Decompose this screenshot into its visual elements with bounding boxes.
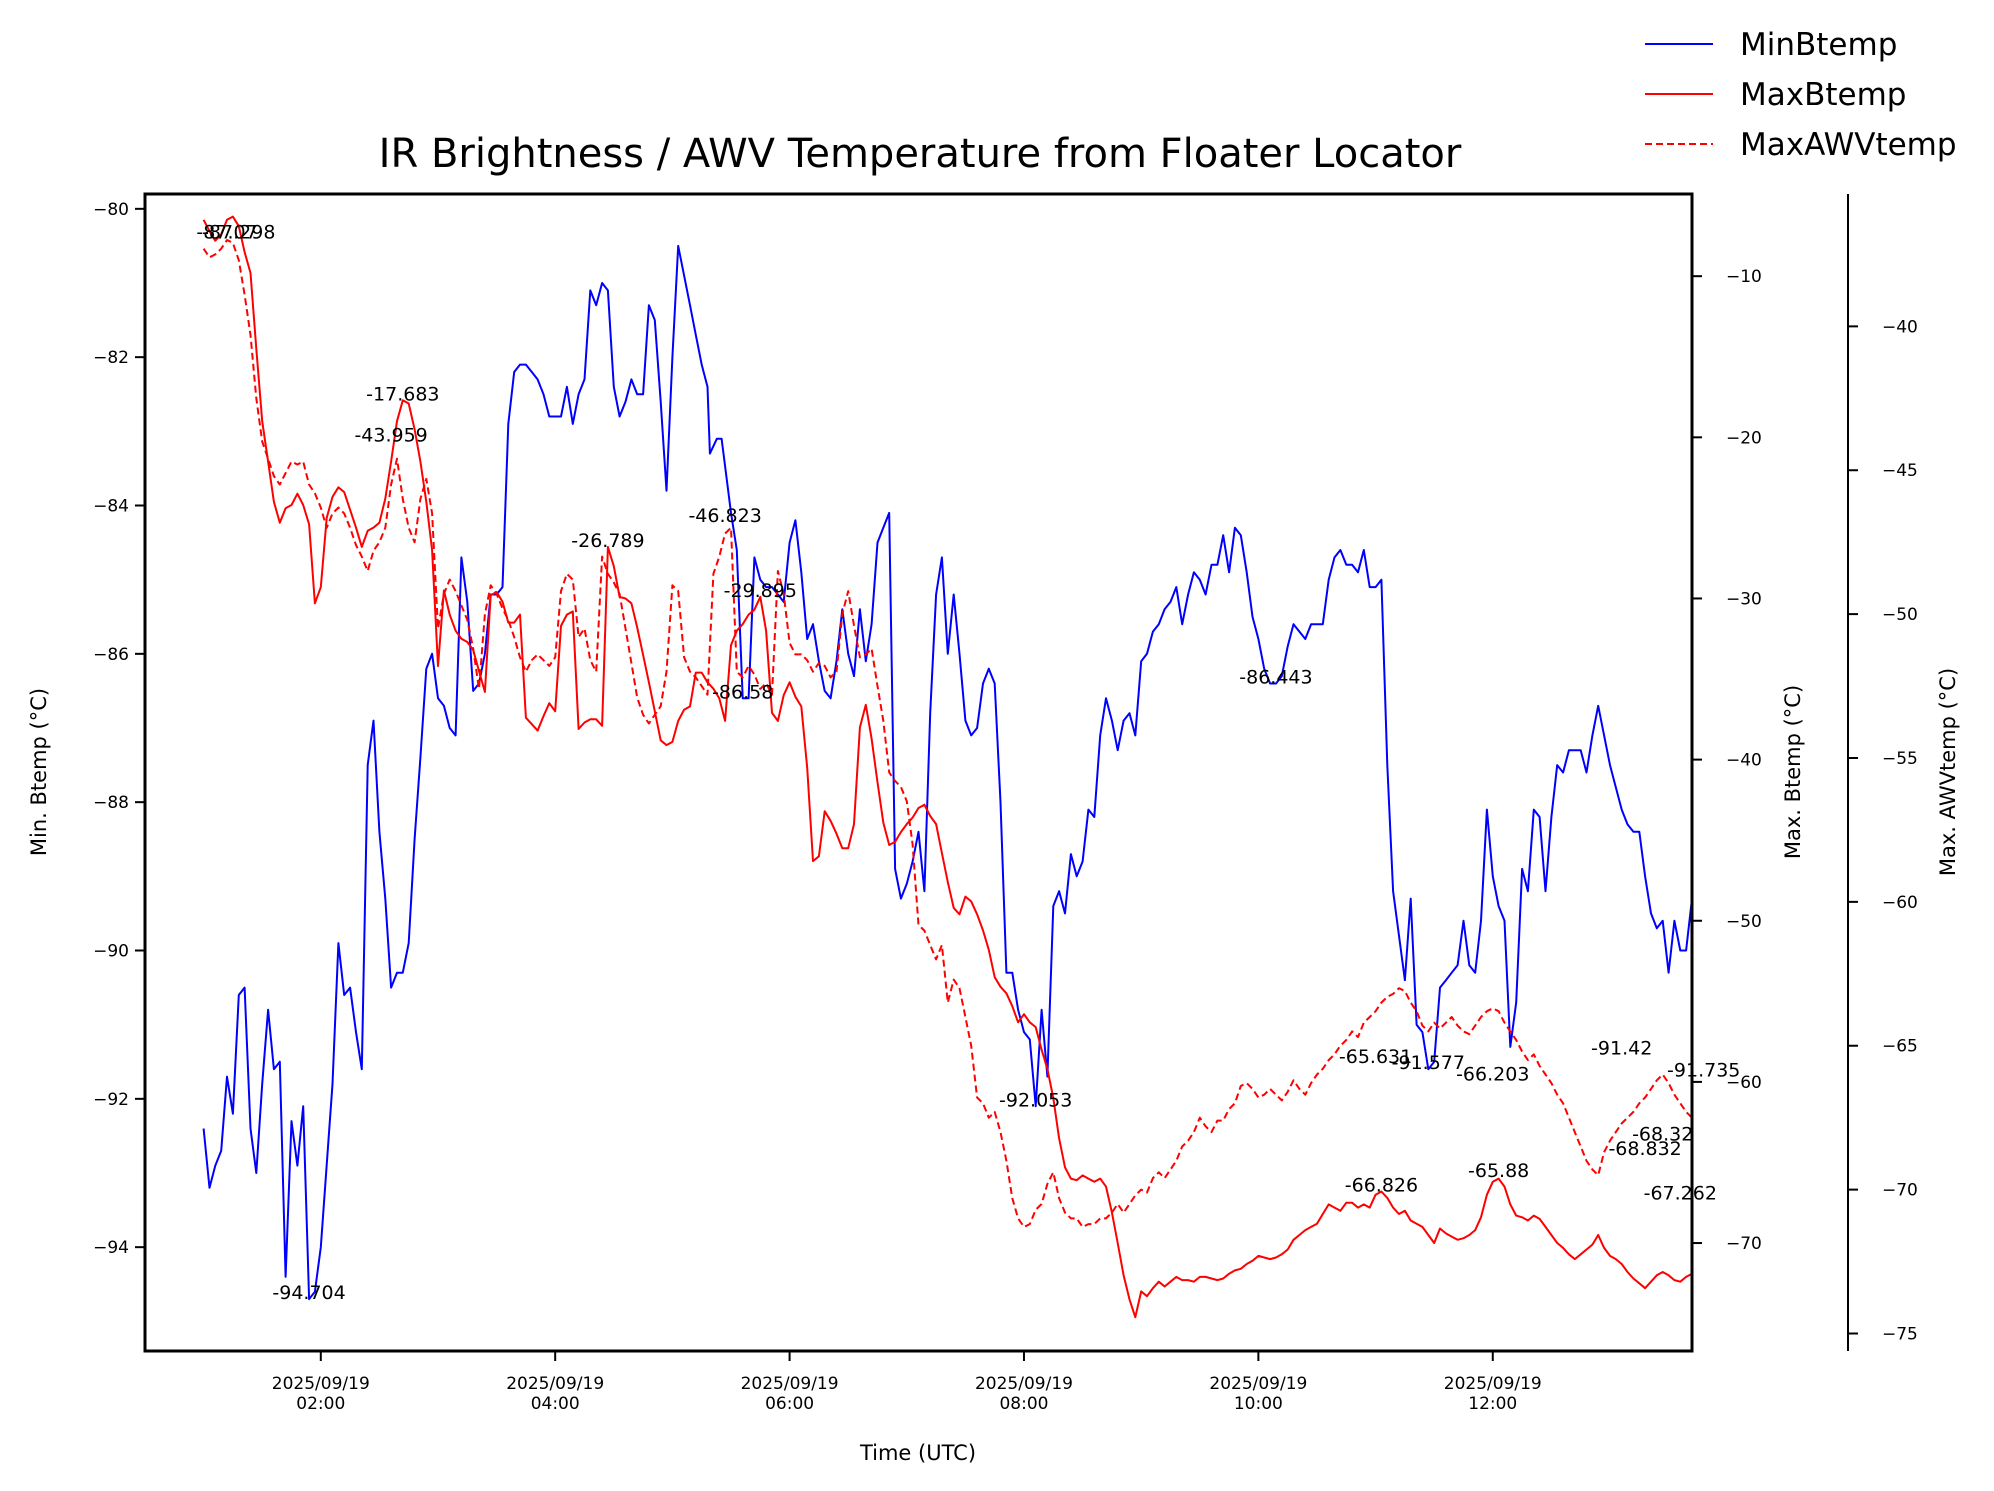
x-tick-label-date: 2025/09/19 xyxy=(1444,1374,1542,1394)
x-tick-label-time: 06:00 xyxy=(765,1394,814,1414)
x-axis: 2025/09/1902:002025/09/1904:002025/09/19… xyxy=(272,1351,1542,1414)
data-annotation: -87.07 xyxy=(196,222,257,244)
y-left-tick-label: −92 xyxy=(93,1090,129,1110)
x-tick-label-time: 12:00 xyxy=(1468,1394,1517,1414)
data-annotation: -66.203 xyxy=(1456,1063,1529,1085)
data-annotation: -94.704 xyxy=(272,1282,345,1304)
y-axis-right-maxbtemp: −10 −20 −30 −40 −50 −60 −70 xyxy=(1692,267,1762,1254)
data-annotation: -87.298 xyxy=(202,222,275,244)
x-axis-label: Time (UTC) xyxy=(859,1441,976,1465)
data-annotation: -43.959 xyxy=(354,424,427,446)
data-annotation: -91.42 xyxy=(1591,1037,1652,1059)
x-tick-label-date: 2025/09/19 xyxy=(741,1374,839,1394)
data-annotation: -91.577 xyxy=(1392,1052,1465,1074)
x-tick-label-time: 04:00 xyxy=(531,1394,580,1414)
y-left-tick-label: −90 xyxy=(93,942,129,962)
x-tick-label-date: 2025/09/19 xyxy=(506,1374,604,1394)
data-annotation: -91.735 xyxy=(1667,1060,1740,1082)
y-right1-tick-label: −20 xyxy=(1726,428,1762,448)
data-annotation: -86.443 xyxy=(1239,667,1312,689)
legend-label-maxbtemp: MaxBtemp xyxy=(1740,77,1906,113)
annotation-layer: -87.07-87.298 -17.683 -43.959 -26.789 -46.82… xyxy=(196,222,1740,1305)
x-tick-label-date: 2025/09/19 xyxy=(1209,1374,1307,1394)
plot-frame xyxy=(143,192,1694,1353)
y-right1-tick-label: −70 xyxy=(1726,1234,1762,1254)
chart-title: IR Brightness / AWV Temperature from Flo… xyxy=(379,131,1462,177)
data-annotation: -92.053 xyxy=(999,1089,1072,1111)
y-axis-right-maxbtemp-label: Max. Btemp (°C) xyxy=(1781,685,1805,859)
y-axis-right-maxawvtemp-label: Max. AWVtemp (°C) xyxy=(1936,668,1960,876)
y-right2-tick-label: −60 xyxy=(1882,893,1918,913)
data-annotation: -46.823 xyxy=(688,505,761,527)
y-right2-tick-label: −45 xyxy=(1882,461,1918,481)
x-tick-label-date: 2025/09/19 xyxy=(272,1374,370,1394)
y-left-tick-label: −88 xyxy=(93,793,129,813)
data-annotation: -29.895 xyxy=(724,580,797,602)
y-right2-tick-label: −75 xyxy=(1882,1324,1918,1344)
y-right2-tick-label: −55 xyxy=(1882,749,1918,769)
y-right1-tick-label: −30 xyxy=(1726,589,1762,609)
data-annotation: -68.832 xyxy=(1608,1138,1681,1160)
data-annotation: -86.58 xyxy=(712,681,773,703)
y-right1-tick-label: −10 xyxy=(1726,267,1762,287)
y-right2-tick-label: −70 xyxy=(1882,1181,1918,1201)
series-line-maxawvtemp xyxy=(202,239,1693,1228)
y-right1-tick-label: −60 xyxy=(1726,1073,1762,1093)
legend: MinBtemp MaxBtemp MaxAWVtemp xyxy=(1645,27,1957,163)
y-left-tick-label: −84 xyxy=(93,497,129,517)
series-layer xyxy=(202,215,1693,1319)
series-line-minbtemp xyxy=(202,244,1693,1301)
y-right2-tick-label: −50 xyxy=(1882,605,1918,625)
y-axis-right-maxawvtemp: −40 −45 −50 −55 −60 −65 −70 −75 xyxy=(1847,194,1918,1351)
y-left-tick-label: −86 xyxy=(93,645,129,665)
legend-label-minbtemp: MinBtemp xyxy=(1740,27,1897,63)
data-annotation: -68.32 xyxy=(1632,1124,1693,1146)
y-left-tick-label: −80 xyxy=(93,200,129,220)
data-annotation: -26.789 xyxy=(571,530,644,552)
data-annotation: -67.262 xyxy=(1644,1183,1717,1205)
y-right1-tick-label: −50 xyxy=(1726,912,1762,932)
series-line-maxbtemp xyxy=(202,215,1693,1319)
data-annotation: -17.683 xyxy=(366,383,439,405)
legend-label-maxawvtemp: MaxAWVtemp xyxy=(1740,127,1957,163)
y-left-tick-label: −94 xyxy=(93,1238,129,1258)
x-tick-label-time: 10:00 xyxy=(1234,1394,1283,1414)
x-tick-label-time: 08:00 xyxy=(999,1394,1048,1414)
data-annotation: -65.631 xyxy=(1339,1046,1412,1068)
y-axis-left: −80 −82 −84 −86 −88 −90 −92 −94 xyxy=(93,200,145,1258)
x-tick-label-date: 2025/09/19 xyxy=(975,1374,1073,1394)
y-axis-left-label: Min. Btemp (°C) xyxy=(27,688,51,856)
y-right2-tick-label: −65 xyxy=(1882,1037,1918,1057)
data-annotation: -65.88 xyxy=(1468,1160,1529,1182)
data-annotation: -66.826 xyxy=(1345,1174,1418,1196)
x-tick-label-time: 02:00 xyxy=(296,1394,345,1414)
y-right1-tick-label: −40 xyxy=(1726,751,1762,771)
y-left-tick-label: −82 xyxy=(93,348,129,368)
y-right2-tick-label: −40 xyxy=(1882,317,1918,337)
